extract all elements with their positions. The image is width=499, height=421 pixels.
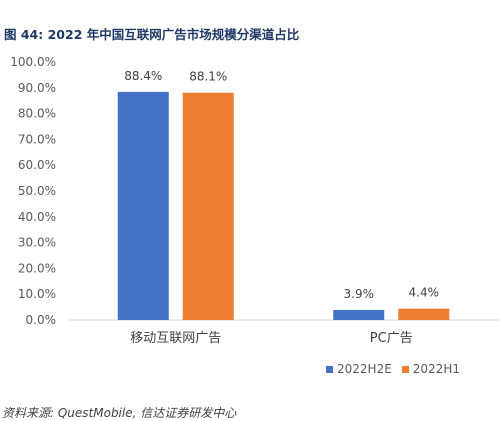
bars <box>117 91 450 321</box>
y-tick-label: 80.0% <box>18 107 56 121</box>
figure-title: 图 44: 2022 年中国互联网广告市场规模分渠道占比 <box>4 27 300 42</box>
x-tick-label: 移动互联网广告 <box>130 331 221 346</box>
x-axis-labels: 移动互联网广告 PC广告 <box>130 331 412 346</box>
legend: 2022H2E 2022H1 <box>326 362 460 376</box>
y-tick-label: 20.0% <box>18 261 56 275</box>
data-label: 3.9% <box>344 287 375 301</box>
data-label: 88.1% <box>189 70 227 84</box>
y-axis: 0.0% 10.0% 20.0% 30.0% 40.0% 50.0% 60.0% 70.0% 8… <box>10 55 56 327</box>
x-tick-label: PC广告 <box>370 331 413 346</box>
y-tick-label: 40.0% <box>18 210 56 224</box>
source-note: 资料来源: QuestMobile, 信达证券研发中心 <box>2 406 237 420</box>
y-tick-label: 30.0% <box>18 236 56 250</box>
y-tick-label: 60.0% <box>18 158 56 172</box>
legend-swatch-series-2 <box>401 365 409 373</box>
y-tick-label: 50.0% <box>18 184 56 198</box>
y-tick-label: 10.0% <box>18 287 56 301</box>
legend-item-series-1: 2022H2E <box>326 362 392 376</box>
legend-label-series-1: 2022H2E <box>337 362 392 376</box>
value-labels: 88.4% 88.1% 3.9% 4.4% <box>124 69 439 301</box>
bar-2-2 <box>398 308 450 320</box>
y-tick-label: 90.0% <box>18 81 56 95</box>
y-tick-label: 70.0% <box>18 132 56 146</box>
legend-item-series-2: 2022H1 <box>401 362 460 376</box>
bar-1-1 <box>117 91 169 320</box>
bar-1-2 <box>333 309 385 320</box>
data-label: 4.4% <box>409 286 440 300</box>
legend-swatch-series-1 <box>326 365 333 373</box>
bar-2-1 <box>182 92 234 321</box>
y-tick-label: 0.0% <box>26 313 57 327</box>
data-label: 88.4% <box>124 69 162 83</box>
legend-label-series-2: 2022H1 <box>412 362 460 376</box>
y-tick-label: 100.0% <box>10 55 56 69</box>
